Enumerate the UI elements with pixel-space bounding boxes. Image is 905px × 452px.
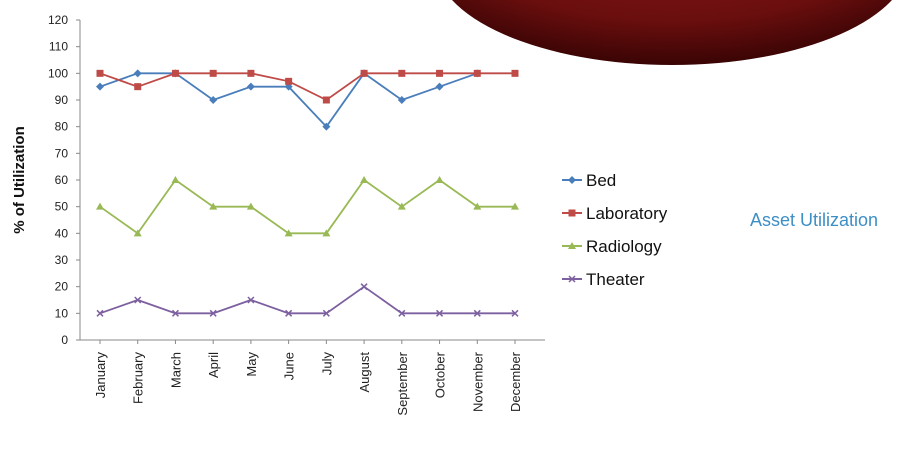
series-line-radiology — [99, 178, 515, 235]
series-line-theater — [99, 285, 515, 315]
data-point-bed — [96, 82, 104, 91]
data-point-laboratory — [360, 69, 368, 77]
data-point-laboratory — [285, 77, 293, 85]
data-point-radiology — [397, 202, 406, 210]
data-point-theater — [322, 309, 330, 317]
data-point-theater — [473, 309, 481, 317]
x-tick-label: March — [168, 352, 183, 388]
legend-item-laboratory: Laboratory — [562, 204, 668, 223]
data-point-laboratory — [209, 69, 217, 77]
data-point-theater — [171, 309, 179, 317]
series-line-laboratory — [99, 72, 515, 102]
data-point-bed — [246, 82, 255, 91]
data-point-bed — [397, 96, 406, 104]
x-tick-label: June — [282, 352, 297, 380]
data-point-laboratory — [96, 69, 104, 77]
y-tick-label: 100 — [48, 66, 68, 80]
data-point-radiology — [171, 176, 180, 183]
data-point-theater — [134, 296, 142, 304]
y-axis-title: % of Utilization — [11, 126, 28, 234]
data-point-bed — [435, 82, 444, 91]
data-point-radiology — [360, 176, 369, 183]
series-theater — [96, 283, 519, 317]
y-tick-label: 10 — [55, 306, 69, 320]
data-point-theater — [436, 309, 444, 317]
data-point-bed — [322, 122, 331, 131]
x-tick-label: May — [244, 352, 259, 377]
series-laboratory — [96, 69, 519, 104]
y-tick-label: 80 — [55, 120, 69, 134]
data-point-laboratory — [436, 69, 444, 77]
data-point-laboratory — [511, 69, 519, 77]
series-layer — [96, 69, 519, 317]
x-tick-label: April — [206, 352, 221, 378]
data-point-theater — [360, 283, 368, 291]
data-point-bed — [209, 96, 218, 104]
data-point-radiology — [322, 229, 331, 237]
data-point-radiology — [284, 229, 293, 237]
x-tick-label: September — [395, 351, 410, 415]
x-tick-label: August — [357, 352, 372, 393]
axes-layer: 0 10 20 30 40 50 60 70 80 90 100 110 120 % of Utiliza… — [11, 13, 545, 416]
legend-marker-bed — [568, 176, 576, 184]
data-point-radiology — [435, 176, 444, 183]
data-point-radiology — [133, 229, 142, 237]
y-tick-label: 40 — [55, 226, 69, 240]
y-tick-label: 50 — [55, 200, 69, 214]
legend-item-radiology: Radiology — [562, 237, 662, 256]
legend-item-theater: Theater — [562, 270, 645, 289]
data-point-laboratory — [473, 69, 481, 77]
legend-label-radiology: Radiology — [586, 237, 662, 256]
side-caption: Asset Utilization — [750, 210, 879, 230]
series-radiology — [96, 176, 519, 237]
data-point-radiology — [511, 202, 519, 210]
data-point-theater — [209, 309, 217, 317]
legend-label-theater: Theater — [586, 270, 645, 289]
y-tick-label: 120 — [48, 13, 68, 27]
data-point-laboratory — [171, 69, 179, 77]
data-point-theater — [511, 309, 519, 317]
data-point-radiology — [246, 202, 255, 210]
data-point-theater — [398, 309, 406, 317]
data-point-theater — [247, 296, 255, 304]
data-point-radiology — [209, 202, 218, 210]
legend-label-laboratory: Laboratory — [586, 204, 668, 223]
decorative-oval — [452, 0, 892, 65]
legend-label-bed: Bed — [586, 171, 616, 190]
data-point-theater — [96, 309, 104, 317]
legend-marker-radiology — [568, 242, 576, 249]
data-point-laboratory — [322, 96, 330, 104]
x-tick-label: July — [319, 352, 334, 376]
y-tick-label: 30 — [55, 253, 69, 267]
data-point-laboratory — [247, 69, 255, 77]
legend: Bed Laboratory Radiology Theater — [562, 171, 668, 289]
data-point-theater — [285, 309, 293, 317]
y-tick-label: 60 — [55, 173, 69, 187]
y-tick-label: 20 — [55, 280, 69, 294]
data-point-bed — [133, 69, 142, 78]
legend-marker-theater — [568, 275, 576, 283]
x-tick-label: December — [508, 351, 523, 412]
y-tick-label: 0 — [61, 333, 68, 347]
y-tick-label: 110 — [49, 40, 68, 54]
x-tick-label: November — [470, 351, 485, 412]
x-tick-label: January — [93, 352, 108, 399]
data-point-laboratory — [134, 83, 142, 91]
x-tick-label: February — [131, 352, 146, 405]
legend-marker-laboratory — [568, 209, 576, 217]
y-tick-label: 70 — [55, 146, 69, 160]
data-point-radiology — [96, 202, 104, 210]
data-point-radiology — [473, 202, 482, 210]
data-point-laboratory — [398, 69, 406, 77]
y-tick-label: 90 — [55, 93, 69, 107]
legend-item-bed: Bed — [562, 171, 616, 190]
x-tick-label: October — [433, 351, 448, 398]
